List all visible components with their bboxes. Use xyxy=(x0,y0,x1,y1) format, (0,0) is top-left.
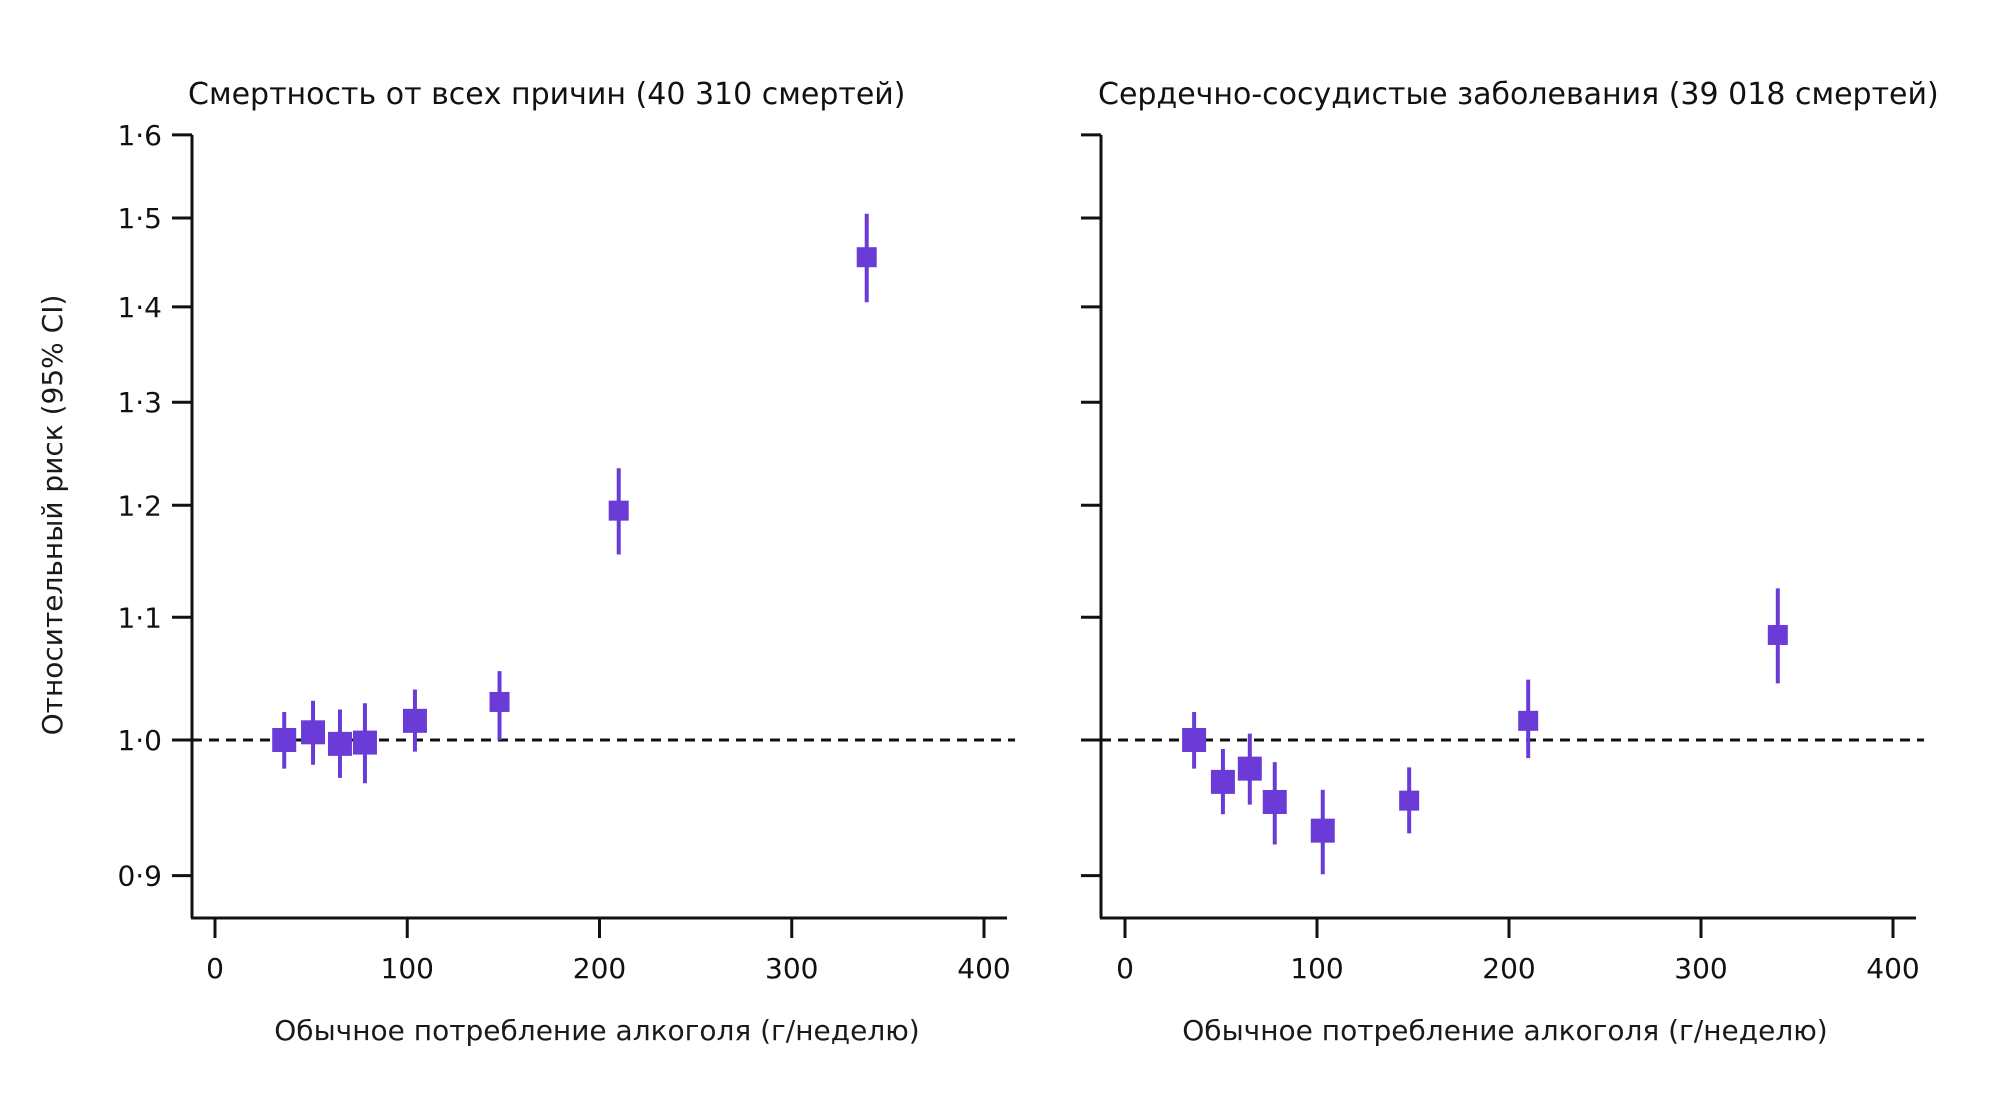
data-point xyxy=(272,728,297,752)
y-tick-label: 1·2 xyxy=(117,489,162,522)
data-point xyxy=(327,731,352,756)
x-tick-label: 400 xyxy=(957,952,1010,985)
data-point xyxy=(1182,728,1207,752)
y-axis-label: Относительный риск (95% CI) xyxy=(36,295,69,736)
data-point xyxy=(856,247,877,268)
x-tick-label: 200 xyxy=(573,952,626,985)
data-point xyxy=(301,720,326,745)
plot-area: 0 100 200 300 400 xyxy=(1081,133,1925,985)
x-tick-label: 300 xyxy=(1674,952,1727,985)
plot-area: 0·9 1·0 1·1 1·2 1·3 1·4 1·5 1·6 0 100 200 300 400 xyxy=(117,119,1016,985)
data-point xyxy=(1767,624,1788,645)
x-tick-label: 100 xyxy=(1290,952,1343,985)
y-tick-label: 1·1 xyxy=(117,601,162,634)
data-point xyxy=(1310,818,1335,843)
x-tick-label: 100 xyxy=(381,952,434,985)
data-point xyxy=(1237,756,1262,781)
data-point xyxy=(608,500,629,521)
y-tick-label: 1·3 xyxy=(117,386,162,419)
data-point xyxy=(1399,790,1420,811)
chart-title: Смертность от всех причин (40 310 смерте… xyxy=(188,77,906,112)
data-point xyxy=(1518,710,1539,731)
y-tick-label: 1·4 xyxy=(117,291,162,324)
x-tick-label: 400 xyxy=(1866,952,1919,985)
x-axis-label: Обычное потребление алкоголя (г/неделю) xyxy=(274,1014,919,1047)
data-point xyxy=(402,708,427,733)
y-tick-label: 1·5 xyxy=(117,202,162,235)
panel-all-cause: Смертность от всех причин (40 310 смерте… xyxy=(36,77,1016,1047)
y-tick-label: 1·0 xyxy=(117,724,162,757)
chart-title: Сердечно-сосудистые заболевания (39 018 … xyxy=(1098,77,1939,112)
data-point xyxy=(489,691,510,712)
data-point xyxy=(352,730,377,755)
data-point xyxy=(1210,769,1235,794)
x-tick-label: 200 xyxy=(1482,952,1535,985)
x-tick-label: 0 xyxy=(206,952,224,985)
data-point xyxy=(1262,789,1287,814)
x-tick-label: 0 xyxy=(1116,952,1134,985)
x-axis-label: Обычное потребление алкоголя (г/неделю) xyxy=(1182,1014,1827,1047)
x-tick-label: 300 xyxy=(765,952,818,985)
y-tick-label: 1·6 xyxy=(117,119,162,152)
panel-cardiovascular: Сердечно-сосудистые заболевания (39 018 … xyxy=(1081,77,1939,1047)
y-tick-label: 0·9 xyxy=(117,860,162,893)
